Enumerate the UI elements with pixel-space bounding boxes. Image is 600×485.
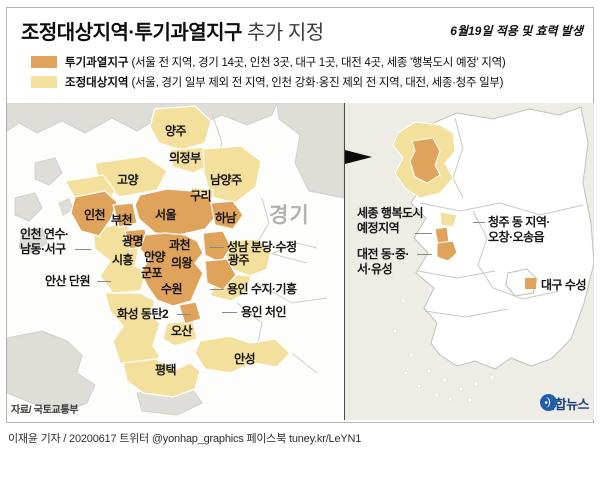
graphic-box: 조정대상지역·투기과열지구 추가 지정 6월19일 적용 및 효력 발생 투기과… xyxy=(6,7,594,423)
legend-detail: (서울 전 지역, 경기 14곳, 인천 3곳, 대구 1곳, 대전 4곳, 세… xyxy=(131,57,506,69)
leader-line xyxy=(177,314,191,315)
gwangju-gyeonggi-label: 광주 xyxy=(228,253,250,267)
legend-row-speculation: 투기과열지구 (서울 전 지역, 경기 14곳, 인천 3곳, 대구 1곳, 대… xyxy=(31,52,506,72)
daegu-region xyxy=(505,268,538,297)
bucheon-label: 부천 xyxy=(111,213,133,227)
guri-label: 구리 xyxy=(190,189,212,203)
korea-map-svg xyxy=(382,106,594,403)
effective-date-note: 6월19일 적용 및 효력 발생 xyxy=(450,24,583,38)
legend-detail: (서울, 경기 일부 제외 전 지역, 인천 강화·옹진 제외 전 지역, 대전… xyxy=(131,77,504,89)
page-title-main: 조정대상지역·투기과열지구 xyxy=(21,22,242,44)
leader-line xyxy=(75,249,91,250)
daegu-suseong-region xyxy=(525,278,536,289)
yongin-suji-giheung-label: 용인 수지·기흥 xyxy=(227,282,297,296)
anseong-label: 안성 xyxy=(234,352,256,366)
speculation-zone-regions xyxy=(70,188,244,325)
seongnam-label: 성남 분당·수정 xyxy=(227,240,297,254)
uiwang-label: 의왕 xyxy=(171,256,193,270)
leader-line xyxy=(209,247,224,248)
leader-line xyxy=(97,281,111,282)
leader-line xyxy=(210,289,224,290)
capital-region-orange xyxy=(409,137,441,184)
anyang-label: 안양 xyxy=(144,250,166,264)
goyang-label: 고양 xyxy=(117,173,139,187)
cheongju-label: 청주 동 지역· 오창·오송읍 xyxy=(488,215,550,244)
seoul-label: 서울 xyxy=(155,208,177,222)
yonhap-logo-icon xyxy=(540,394,558,411)
korea-mainland xyxy=(410,106,594,370)
yangju-label: 양주 xyxy=(165,124,187,138)
page-title: 조정대상지역·투기과열지구 추가 지정 xyxy=(21,16,324,45)
leader-line xyxy=(417,254,432,255)
siheung-label: 시흥 xyxy=(112,253,134,267)
gwacheon-label: 과천 xyxy=(169,238,191,252)
leader-line xyxy=(473,222,485,223)
header: 조정대상지역·투기과열지구 추가 지정 6월19일 적용 및 효력 발생 xyxy=(15,14,585,48)
leader-line xyxy=(415,233,432,234)
pyeongtaek-label: 평택 xyxy=(155,363,177,377)
cheongju-region xyxy=(439,211,458,228)
yonhap-logo: 연합뉴스 xyxy=(540,394,589,413)
yongin-cheoin-label: 용인 처인 xyxy=(241,305,287,319)
leader-line xyxy=(222,312,237,313)
osan-label: 오산 xyxy=(171,324,193,338)
sejong-happy-city-label: 세종 행복도시 예정지역 xyxy=(357,206,424,235)
zoom-out-arrow-icon xyxy=(345,150,372,164)
hwaseong-dongtan2-label: 화성 동탄2 xyxy=(117,307,169,321)
suwon-label: 수원 xyxy=(161,282,183,296)
legend-label: 투기과열지구 xyxy=(65,57,129,69)
daegu-suseong-label: 대구 수성 xyxy=(541,278,587,292)
page-title-sub: 추가 지정 xyxy=(241,22,324,44)
ansan-danwon-label: 안산 단원 xyxy=(45,274,91,288)
legend-row-adjustment: 조정대상지역 (서울, 경기 일부 제외 전 지역, 인천 강화·옹진 제외 전… xyxy=(31,72,505,92)
uijeongbu-label: 의정부 xyxy=(169,151,201,165)
legend-label: 조정대상지역 xyxy=(65,77,129,89)
data-source-label: 자료/ 국토교통부 xyxy=(11,405,79,416)
coastal-islands xyxy=(382,218,495,403)
credit-line: 이재윤 기자 / 20200617 트위터 @yonhap_graphics 페… xyxy=(8,433,362,445)
legend: 투기과열지구 (서울 전 지역, 경기 14곳, 인천 3곳, 대구 1곳, 대… xyxy=(31,52,506,92)
gunpo-label: 군포 xyxy=(141,266,163,280)
gwangmyeong-label: 광명 xyxy=(122,234,144,248)
metro-map-svg xyxy=(7,103,344,416)
hanam-label: 하남 xyxy=(215,211,237,225)
daejeon-label: 대전 동·중· 서·유성 xyxy=(357,247,410,276)
province-border-lines xyxy=(417,117,584,318)
gyeonggi-province-label: 경기 xyxy=(269,204,310,227)
yellow-swatch-icon xyxy=(31,76,57,88)
namyangju-label: 남양주 xyxy=(210,173,242,187)
nondesignated-gray-land xyxy=(7,103,344,416)
incheon-yeonsu-label: 인천 연수· 남동·서구 xyxy=(20,227,69,256)
incheon-label: 인천 xyxy=(84,208,106,222)
daejeon-region xyxy=(436,240,458,262)
orange-swatch-icon xyxy=(31,56,57,68)
